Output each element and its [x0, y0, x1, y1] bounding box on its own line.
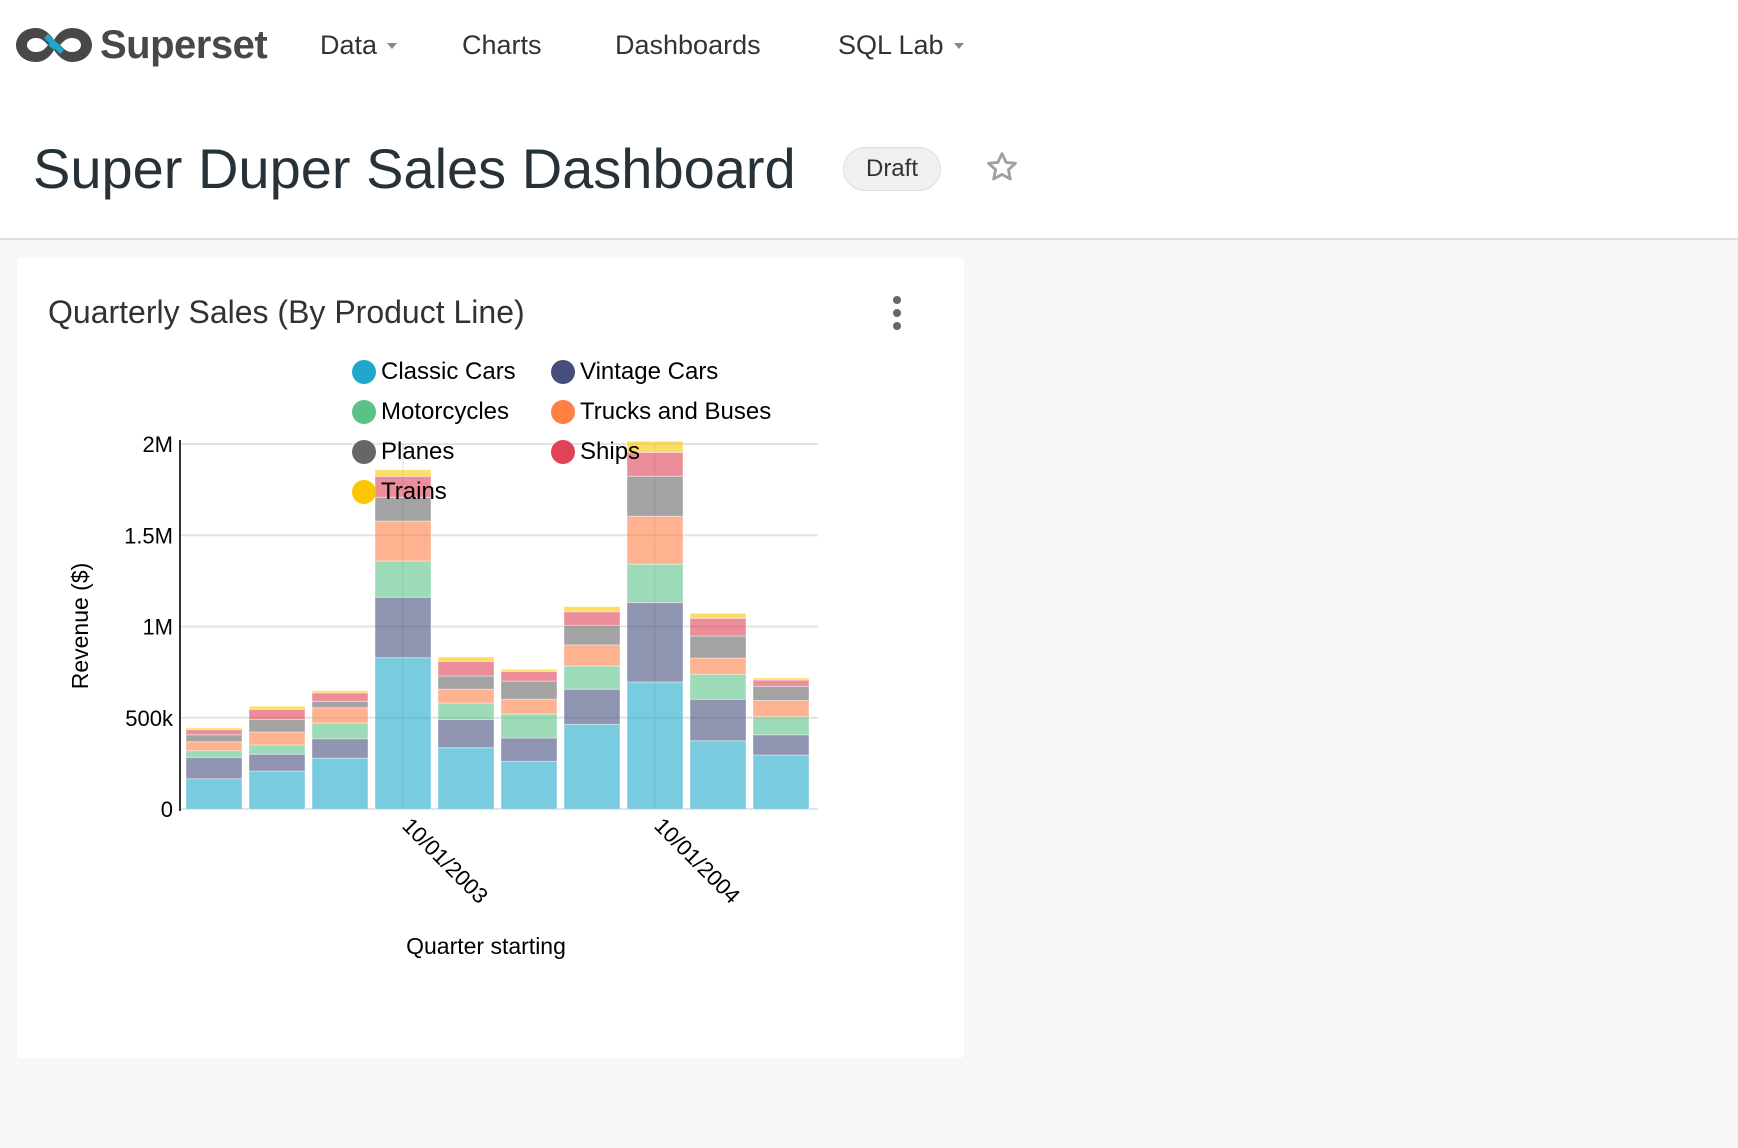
- legend-label: Ships: [580, 438, 641, 465]
- star-outline-icon[interactable]: [985, 150, 1019, 184]
- nav-sql-lab[interactable]: SQL Lab: [838, 30, 964, 61]
- legend-label: Trains: [381, 478, 447, 505]
- legend-dot-icon: [352, 360, 376, 384]
- legend-item[interactable]: Trucks and Buses: [551, 398, 771, 426]
- legend-item[interactable]: Vintage Cars: [551, 358, 718, 386]
- vertical-ellipsis-icon[interactable]: [891, 295, 903, 331]
- nav-charts-label: Charts: [462, 30, 542, 60]
- legend-item[interactable]: Planes: [352, 438, 454, 466]
- brand-name: Superset: [100, 22, 268, 67]
- legend-item[interactable]: Ships: [551, 438, 640, 466]
- nav-charts[interactable]: Charts: [462, 30, 542, 61]
- legend-label: Motorcycles: [381, 398, 510, 425]
- legend-dot-icon: [352, 440, 376, 464]
- page-title[interactable]: Super Duper Sales Dashboard: [33, 137, 796, 200]
- legend-label: Classic Cars: [381, 358, 516, 385]
- nav-data[interactable]: Data: [320, 30, 398, 61]
- legend-item[interactable]: Classic Cars: [352, 358, 516, 386]
- legend-dot-icon: [551, 400, 575, 424]
- caret-down-icon: [953, 42, 964, 49]
- superset-logo[interactable]: Superset: [14, 20, 268, 70]
- legend-item[interactable]: Motorcycles: [352, 398, 509, 426]
- infinity-logo-icon: [16, 28, 92, 62]
- caret-down-icon: [387, 42, 398, 49]
- legend-dot-icon: [352, 480, 376, 504]
- nav-dashboards-label: Dashboards: [615, 30, 761, 60]
- top-navbar: Superset Data Charts Dashboards SQL Lab …: [0, 0, 1738, 240]
- legend-dot-icon: [352, 400, 376, 424]
- legend-label: Vintage Cars: [580, 358, 719, 385]
- nav-dashboards[interactable]: Dashboards: [615, 30, 761, 61]
- legend-dot-icon: [551, 360, 575, 384]
- legend-dot-icon: [551, 440, 575, 464]
- legend-item[interactable]: Trains: [352, 478, 447, 506]
- legend-label: Trucks and Buses: [580, 398, 772, 425]
- status-badge[interactable]: Draft: [843, 147, 941, 191]
- chart-title[interactable]: Quarterly Sales (By Product Line): [48, 294, 525, 330]
- nav-sql-lab-label: SQL Lab: [838, 30, 944, 60]
- legend-label: Planes: [381, 438, 455, 465]
- nav-data-label: Data: [320, 30, 378, 60]
